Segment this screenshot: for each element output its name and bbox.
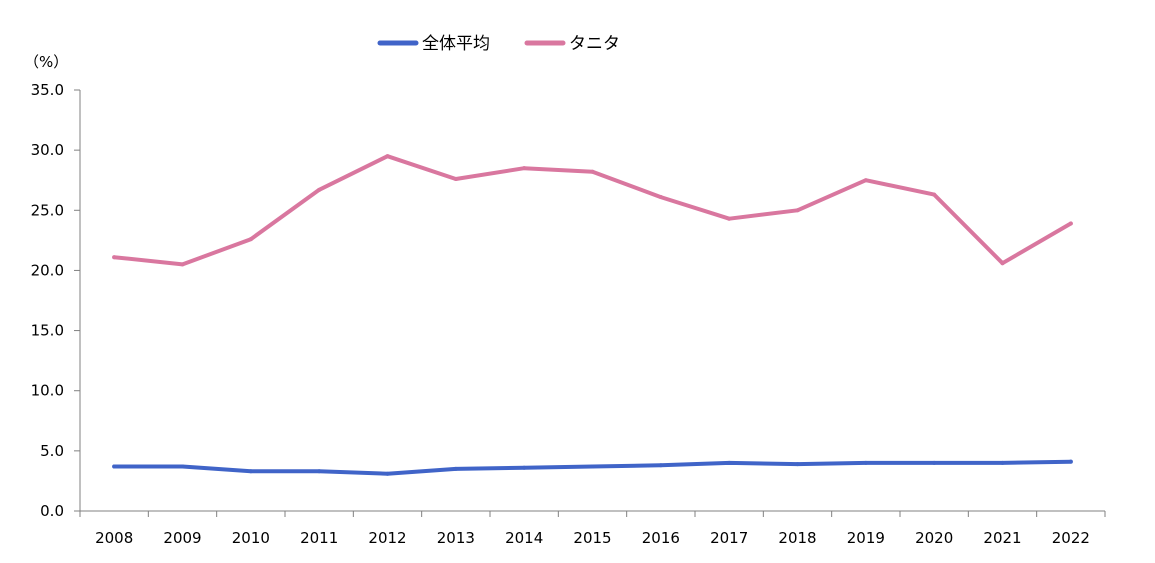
x-tick-label: 2008 bbox=[95, 529, 133, 547]
x-tick-label: 2018 bbox=[778, 529, 816, 547]
legend-label-tanita: タニタ bbox=[569, 34, 620, 54]
data-point-tanita bbox=[863, 178, 868, 183]
data-point-tanita bbox=[317, 187, 322, 192]
x-tick-label: 2016 bbox=[642, 529, 680, 547]
y-tick-label: 25.0 bbox=[31, 201, 64, 219]
data-point-average bbox=[317, 469, 322, 474]
data-point-average bbox=[658, 463, 663, 468]
data-point-average bbox=[522, 465, 527, 470]
data-point-average bbox=[385, 471, 390, 476]
data-point-tanita bbox=[1068, 221, 1073, 226]
y-axis-unit-label: （%） bbox=[24, 53, 68, 71]
data-point-tanita bbox=[590, 169, 595, 174]
y-tick-label: 20.0 bbox=[31, 261, 64, 279]
y-tick-label: 30.0 bbox=[31, 141, 64, 159]
data-point-tanita bbox=[453, 177, 458, 182]
x-tick-label: 2010 bbox=[232, 529, 270, 547]
legend: 全体平均 タニタ bbox=[377, 34, 620, 54]
data-point-average bbox=[248, 469, 253, 474]
x-tick-label: 2012 bbox=[368, 529, 406, 547]
data-point-tanita bbox=[180, 262, 185, 267]
data-point-average bbox=[795, 462, 800, 467]
data-point-tanita bbox=[522, 166, 527, 171]
data-point-average bbox=[932, 460, 937, 465]
data-point-average bbox=[590, 464, 595, 469]
x-tick-label: 2015 bbox=[573, 529, 611, 547]
data-point-average bbox=[112, 464, 117, 469]
data-point-average bbox=[863, 460, 868, 465]
data-point-tanita bbox=[248, 237, 253, 242]
data-point-tanita bbox=[112, 255, 117, 260]
x-tick-label: 2019 bbox=[847, 529, 885, 547]
y-tick-label: 5.0 bbox=[40, 442, 64, 460]
x-tick-label: 2017 bbox=[710, 529, 748, 547]
y-tick-label: 15.0 bbox=[31, 322, 64, 340]
series-layer bbox=[112, 154, 1073, 476]
data-point-average bbox=[1068, 459, 1073, 464]
data-point-tanita bbox=[727, 216, 732, 221]
data-point-average bbox=[727, 460, 732, 465]
data-point-tanita bbox=[385, 154, 390, 159]
x-tick-label: 2020 bbox=[915, 529, 953, 547]
x-tick-label: 2011 bbox=[300, 529, 338, 547]
y-tick-label: 10.0 bbox=[31, 382, 64, 400]
data-point-average bbox=[453, 466, 458, 471]
y-tick-label: 35.0 bbox=[31, 81, 64, 99]
y-tick-label: 0.0 bbox=[40, 502, 64, 520]
data-point-tanita bbox=[795, 208, 800, 213]
data-point-average bbox=[1000, 460, 1005, 465]
data-point-tanita bbox=[932, 192, 937, 197]
x-tick-label: 2009 bbox=[163, 529, 201, 547]
legend-label-average: 全体平均 bbox=[422, 34, 490, 54]
data-point-tanita bbox=[658, 195, 663, 200]
x-tick-label: 2021 bbox=[983, 529, 1021, 547]
data-point-average bbox=[180, 464, 185, 469]
x-axis: 2008 2009 2010 2011 2012 2013 2014 2015 2016 2017… bbox=[79, 510, 1106, 547]
x-tick-label: 2013 bbox=[437, 529, 475, 547]
x-tick-label: 2022 bbox=[1052, 529, 1090, 547]
y-axis: 0.0 5.0 10.0 15.0 20.0 25.0 30.0 35.0 bbox=[31, 81, 81, 520]
x-tick-label: 2014 bbox=[505, 529, 543, 547]
data-point-tanita bbox=[1000, 261, 1005, 266]
